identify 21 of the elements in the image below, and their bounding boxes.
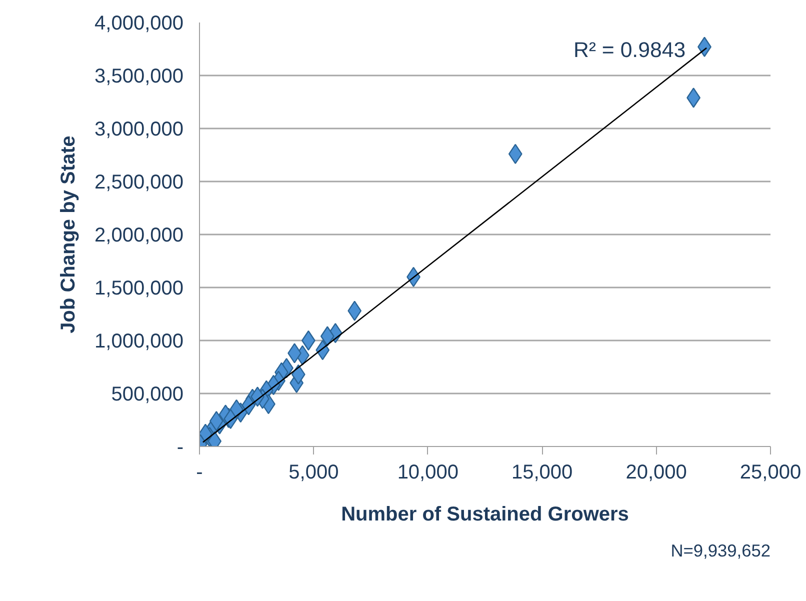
x-tick-label: 5,000 [288,462,339,484]
x-tick-label: - [196,462,203,484]
x-tick-label: 20,000 [626,462,687,484]
y-tick-label: 500,000 [111,384,184,406]
point [320,326,334,346]
y-tick-label: 2,500,000 [94,172,184,194]
y-tick-label: 3,500,000 [94,66,184,88]
y-tick-label: 3,000,000 [94,118,184,140]
y-axis-title: Job Change by State [58,136,80,334]
y-tick-label: 1,000,000 [94,330,184,352]
annotation: R² = 0.9843 [574,38,686,62]
text: N=9,939,652 [670,540,771,560]
y-tick-label: 2,000,000 [94,224,184,246]
x-tick-label: 25,000 [740,462,802,484]
y-tick-label: - [176,436,184,458]
x-tick-label: 15,000 [512,462,573,484]
x-axis-title: Number of Sustained Growers [341,504,629,526]
y-tick-label: 1,500,000 [94,278,184,300]
point [348,300,362,321]
y-tick-label: 4,000,000 [94,12,184,34]
x-tick-label: 10,000 [397,462,458,484]
